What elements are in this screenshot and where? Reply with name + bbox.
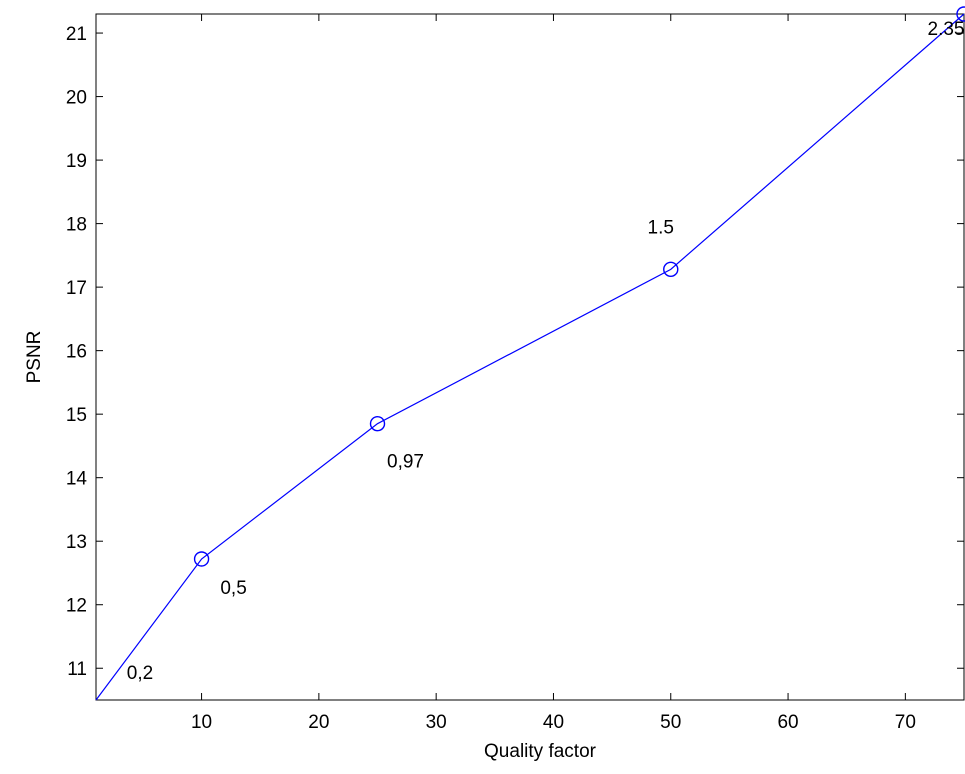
data-point-marker [193, 551, 210, 567]
data-point-label: 0,5 [220, 578, 246, 599]
data-point-label: 2.35 [928, 19, 965, 40]
axes [95, 13, 965, 701]
x-tick-label: 40 [543, 712, 564, 733]
plot-frame [95, 13, 965, 701]
x-tick-label: 70 [895, 712, 916, 733]
y-tick-label: 18 [66, 215, 87, 236]
y-tick-label: 19 [66, 151, 87, 172]
series-line [95, 13, 965, 701]
y-tick-label: 14 [66, 469, 88, 490]
y-tick-label: 16 [66, 342, 87, 363]
x-tick-label: 20 [308, 712, 329, 733]
ticks: 10 20 30 40 50 60 70 11 12 13 14 15 16 17 18 19 20 21 [66, 14, 964, 733]
data-point-label: 0,97 [387, 452, 424, 473]
y-tick-label: 15 [66, 405, 87, 426]
data-point-label: 0,2 [127, 663, 153, 684]
x-tick-label: 60 [777, 712, 798, 733]
x-tick-label: 50 [660, 712, 681, 733]
data-point-marker [369, 415, 386, 432]
y-axis-label: PSNR [24, 331, 45, 384]
data-point-marker [663, 261, 679, 278]
data-point-label: 1.5 [648, 217, 674, 238]
y-tick-label: 17 [66, 278, 87, 299]
x-axis-label: Quality factor [484, 741, 597, 762]
y-tick-label: 12 [66, 596, 87, 617]
data-labels: 0,2 0,5 0,97 1.5 2.35 [127, 19, 965, 684]
data-point-marker [956, 6, 965, 22]
series [95, 6, 965, 701]
y-tick-label: 13 [66, 532, 87, 553]
y-tick-label: 21 [66, 24, 87, 45]
y-tick-label: 20 [66, 88, 87, 109]
x-tick-label: 10 [191, 712, 212, 733]
y-tick-label: 11 [67, 659, 87, 680]
x-tick-label: 30 [426, 712, 447, 733]
